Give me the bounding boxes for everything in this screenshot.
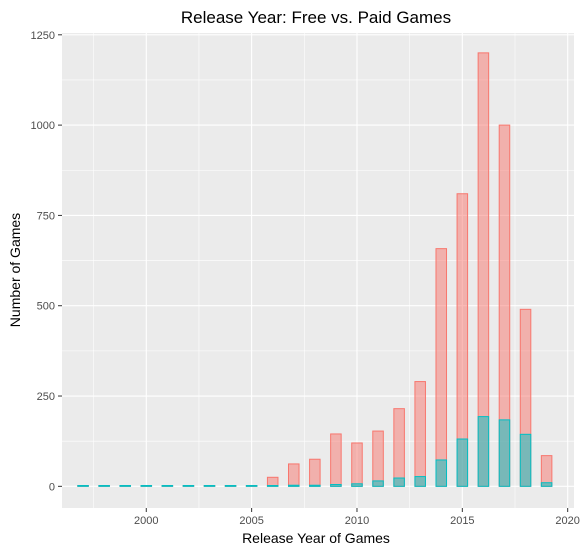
free-bar-2019 [540,482,553,487]
free-bar-1997 [77,485,89,487]
plot-panel [62,33,574,508]
x-tick-label: 2015 [450,515,474,527]
free-bar-2016 [477,416,490,487]
free-bar-2015 [456,438,469,487]
free-bar-2002 [182,485,195,487]
y-tick-label: 0 [49,481,55,493]
paid-bar-2010 [351,442,363,487]
y-tick-label: 750 [37,210,55,222]
y-axis-title: Number of Games [7,213,23,327]
free-bar-2000 [140,485,153,487]
free-bar-2001 [161,485,174,487]
y-tick-label: 1000 [31,120,55,132]
x-tick-label: 2020 [555,515,579,527]
paid-bar-2007 [288,463,300,487]
x-tick-label: 2005 [239,515,263,527]
free-bar-2018 [519,433,532,487]
free-bar-2005 [245,485,258,487]
x-axis: 2000 2005 2010 2015 2020 [134,508,580,527]
free-bar-2009 [330,484,342,487]
free-bar-2014 [435,459,448,487]
x-axis-title: Release Year of Games [242,530,390,546]
paid-bar-2013 [414,381,426,487]
paid-bar-2014 [435,248,448,487]
paid-bar-2009 [330,433,342,487]
chart-title: Release Year: Free vs. Paid Games [181,8,451,27]
free-bar-2004 [224,485,237,487]
free-bar-2011 [372,480,384,487]
paid-bar-2012 [393,408,405,487]
y-axis: 0 250 500 750 1000 1250 [31,30,62,493]
free-bar-2006 [266,485,279,487]
paid-bar-2006 [266,476,279,487]
x-tick-label: 2010 [345,515,369,527]
paid-bar-2019 [540,455,553,487]
paid-bar-2011 [372,430,384,487]
free-bar-2003 [203,485,216,487]
free-bar-2013 [414,476,426,487]
free-bar-2008 [309,484,321,487]
free-bar-2010 [351,483,363,487]
x-tick-label: 2000 [134,515,158,527]
free-bar-1999 [119,485,131,487]
free-bar-1998 [98,485,110,487]
paid-bar-2008 [309,458,321,487]
free-bar-2007 [288,484,300,487]
free-bar-2017 [498,419,511,487]
y-tick-label: 250 [37,391,55,403]
y-tick-label: 1250 [31,30,55,42]
free-bar-2012 [393,477,405,487]
y-tick-label: 500 [37,301,55,313]
free-bars [77,416,553,487]
